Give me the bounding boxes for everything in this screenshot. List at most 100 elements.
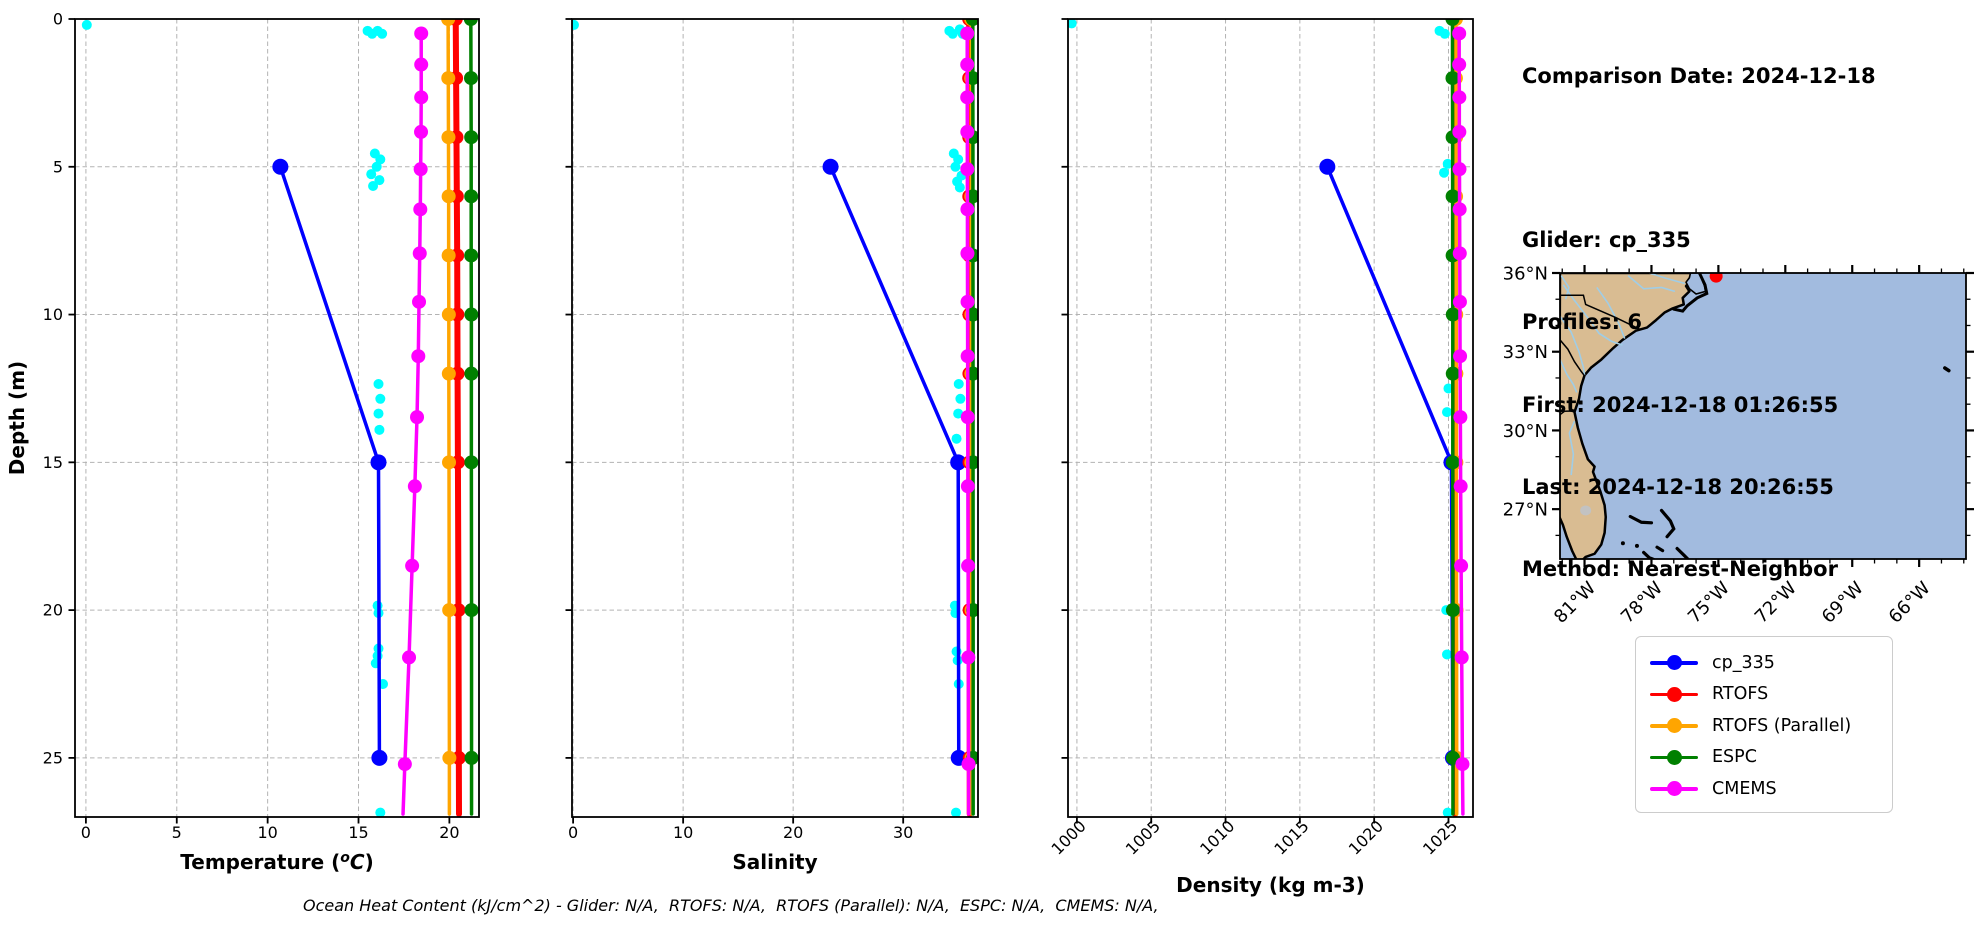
state-border [1560, 410, 1575, 416]
map-lat-label: 36°N [1503, 264, 1548, 285]
series-marker [1452, 202, 1467, 217]
legend-line-marker-swatch [1650, 685, 1698, 703]
series-marker [1452, 246, 1467, 261]
series-marker [1453, 479, 1468, 494]
series-marker [442, 750, 457, 765]
y-axis [565, 18, 572, 759]
map-ticks [1552, 265, 1974, 567]
series-marker [1455, 757, 1470, 772]
series-marker [965, 19, 978, 26]
comparison-date-text: Comparison Date: 2024-12-18 [1522, 63, 1876, 88]
series-marker [464, 307, 479, 322]
svg-text:15: 15 [43, 453, 63, 472]
series-marker [272, 158, 289, 175]
series-marker [410, 410, 425, 425]
series-marker [950, 454, 967, 471]
series-marker [464, 71, 479, 86]
series-marker [370, 454, 387, 471]
density-axis-label: Density (kg m-3) [1176, 873, 1365, 897]
map-lat-label: 27°N [1503, 500, 1548, 521]
gridlines [1068, 18, 1473, 817]
series-marker [463, 19, 478, 26]
series-marker [414, 124, 429, 139]
series-marker [960, 202, 975, 217]
series-marker [371, 749, 388, 766]
x-axis: 1000 1005 1010 1015 1020 1025 [1048, 816, 1462, 858]
comparison-info-panel: Comparison Date: 2024-12-18 Glider: cp_3… [1522, 8, 1876, 638]
axes-spines [74, 18, 480, 818]
gridlines [572, 18, 978, 817]
svg-text:1015: 1015 [1270, 816, 1312, 858]
series-marker [960, 26, 975, 41]
svg-text:10: 10 [43, 305, 63, 324]
salinity-axis-label: Salinity [732, 850, 817, 874]
series-marker [407, 479, 422, 494]
legend-item-espc: ESPC [1650, 742, 1892, 774]
series-marker [441, 130, 456, 145]
method-text: Method: Nearest-Neighbor [1522, 557, 1838, 582]
legend-line-marker-swatch [1650, 654, 1698, 672]
series-marker [1445, 19, 1460, 26]
series-RTOFS [448, 19, 466, 817]
legend-item-cp_335: cp_335 [1650, 647, 1892, 679]
series-RTOFS (Parallel) [441, 19, 457, 816]
map-lat-label: 33°N [1503, 342, 1548, 363]
svg-text:20: 20 [783, 823, 803, 842]
bahamas-islands [1655, 545, 1665, 553]
series-marker [960, 349, 975, 364]
series-marker [464, 750, 479, 765]
bahamas-islands [1675, 546, 1690, 559]
series-marker [442, 455, 457, 470]
series-marker [464, 130, 479, 145]
depth-axis-label: Depth (m) [5, 361, 29, 475]
series-marker [960, 124, 975, 139]
bahamas-islands [1628, 514, 1654, 525]
series-marker [414, 26, 429, 41]
series-ESPC [1445, 19, 1460, 816]
salinity-profile-chart: 0 10 20 30 Salinity [565, 18, 979, 874]
series-marker [1319, 158, 1336, 175]
series-marker [441, 307, 456, 322]
temperature-axis-label: Temperature (o​C) [180, 850, 373, 874]
series-marker [405, 558, 420, 573]
series-marker [1445, 455, 1460, 470]
river [1560, 359, 1578, 393]
series-marker [414, 90, 429, 105]
series-marker [464, 603, 479, 618]
legend-label: RTOFS (Parallel) [1712, 715, 1852, 736]
bermuda [1943, 366, 1951, 373]
series-marker [1453, 349, 1468, 364]
series-marker [960, 410, 975, 425]
svg-text:10: 10 [257, 823, 277, 842]
density-profile-chart: 1000 1005 1010 1015 1020 1025 Density (kg m-3) [1048, 18, 1474, 897]
river [1596, 286, 1626, 339]
first-profile-time-text: First: 2024-12-18 01:26:55 [1522, 392, 1839, 417]
series-marker [1454, 558, 1469, 573]
x-axis: 0 5 10 15 20 [81, 817, 460, 842]
svg-text:30: 30 [893, 823, 913, 842]
axes-spines [1067, 18, 1474, 818]
river [1560, 315, 1586, 376]
glider-raw-observations [572, 19, 968, 817]
series-ESPC [463, 19, 479, 816]
svg-text:25: 25 [43, 748, 63, 767]
bahamas-islands [1620, 541, 1625, 546]
series-marker [464, 189, 479, 204]
series-marker [441, 19, 456, 26]
series-marker [413, 162, 428, 177]
series-marker [1452, 90, 1467, 105]
bahamas-islands [1659, 508, 1676, 539]
svg-text:1000: 1000 [1048, 816, 1090, 858]
state-border [1560, 339, 1586, 377]
series-marker [412, 246, 427, 261]
series-marker [960, 90, 975, 105]
series-marker [414, 57, 429, 72]
glider-position-marker [1709, 273, 1723, 283]
svg-text:0: 0 [53, 10, 63, 29]
series-marker [961, 558, 976, 573]
series-marker [441, 366, 456, 381]
series-marker [413, 202, 428, 217]
series-marker [960, 479, 975, 494]
river [1568, 420, 1576, 476]
